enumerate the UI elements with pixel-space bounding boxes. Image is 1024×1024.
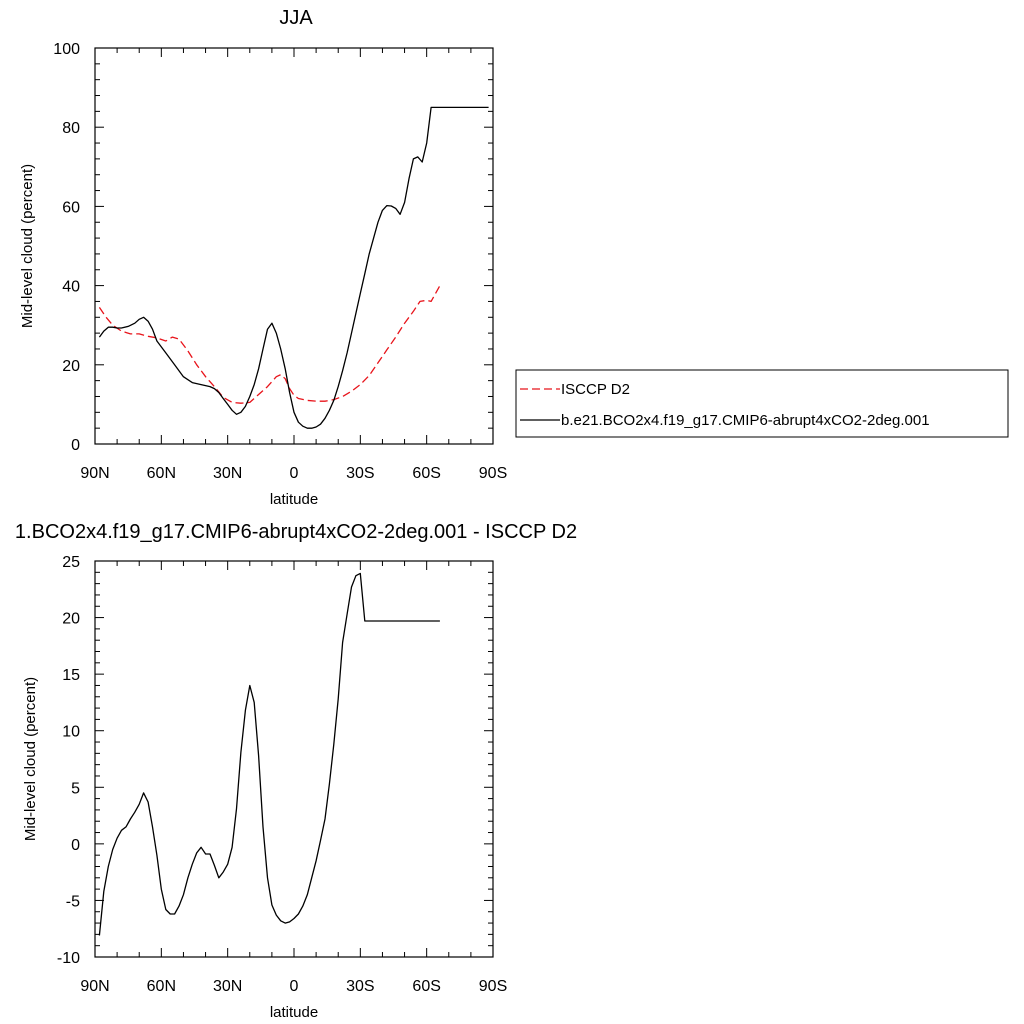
bottom-y-tick-label: 15 xyxy=(62,667,80,684)
bottom-y-axis-title: Mid-level cloud (percent) xyxy=(22,677,39,841)
top-x-tick-label: 90S xyxy=(479,465,507,482)
top-chart-title: JJA xyxy=(279,7,313,29)
top-y-axis-title: Mid-level cloud (percent) xyxy=(19,164,36,328)
top-x-tick-label: 30S xyxy=(346,465,374,482)
bottom-x-tick-label: 90N xyxy=(80,978,109,995)
top-x-axis-title: latitude xyxy=(270,491,318,508)
bottom-y-tick-label: 0 xyxy=(71,837,80,854)
top-y-tick-label: 80 xyxy=(62,120,80,137)
top-y-tick-label: 100 xyxy=(53,41,80,58)
top-series-line-1 xyxy=(98,106,489,429)
top-x-tick-label: 30N xyxy=(213,465,242,482)
top-x-tick-label: 60N xyxy=(147,465,176,482)
top-y-tick-label: 40 xyxy=(62,279,80,296)
top-legend: ISCCP D2 b.e21.BCO2x4.f19_g17.CMIP6-abrup… xyxy=(515,369,1009,438)
top-x-tick-label: 60S xyxy=(412,465,440,482)
bottom-y-tick-label: -5 xyxy=(66,893,80,910)
top-x-tick-label: 90N xyxy=(80,465,109,482)
top-panel: JJA 0 20 40 60 80 100 90N 60N 30N 0 30S 60S 90S latitu… xyxy=(19,7,1009,508)
top-series-group xyxy=(98,106,489,429)
bottom-x-tick-label: 90S xyxy=(479,978,507,995)
top-y-tick-label: 60 xyxy=(62,199,80,216)
top-legend-box xyxy=(515,369,1009,438)
bottom-x-tick-label: 0 xyxy=(290,978,299,995)
bottom-chart-title: 1.BCO2x4.f19_g17.CMIP6-abrupt4xCO2-2deg.… xyxy=(15,521,577,543)
bottom-x-tick-label: 30S xyxy=(346,978,374,995)
bottom-x-tick-label: 60S xyxy=(412,978,440,995)
bottom-y-tick-label: 10 xyxy=(62,724,80,741)
top-legend-label-1: b.e21.BCO2x4.f19_g17.CMIP6-abrupt4xCO2-2… xyxy=(561,412,930,429)
top-series-line-0 xyxy=(98,285,441,404)
bottom-x-tick-label: 30N xyxy=(213,978,242,995)
top-legend-label-0: ISCCP D2 xyxy=(561,381,630,398)
bottom-y-tick-label: 25 xyxy=(62,554,80,571)
bottom-y-tick-label: -10 xyxy=(57,950,80,967)
bottom-x-tick-label: 60N xyxy=(147,978,176,995)
bottom-x-axis-title: latitude xyxy=(270,1004,318,1021)
top-x-tick-label: 0 xyxy=(290,465,299,482)
bottom-series-group xyxy=(98,572,440,936)
bottom-y-tick-label: 5 xyxy=(71,780,80,797)
bottom-y-tick-label: 20 xyxy=(62,611,80,628)
bottom-series-line-0 xyxy=(98,572,440,936)
top-y-tick-label: 0 xyxy=(71,437,80,454)
bottom-panel: 1.BCO2x4.f19_g17.CMIP6-abrupt4xCO2-2deg.… xyxy=(15,521,577,1021)
top-y-tick-label: 20 xyxy=(62,358,80,375)
